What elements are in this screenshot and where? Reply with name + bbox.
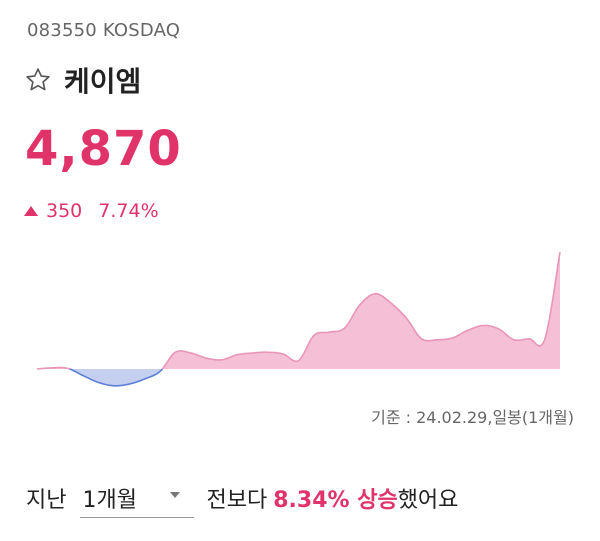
stock-name: 케이엠 <box>64 65 142 98</box>
price-change: 350 7.74% <box>24 200 159 222</box>
chart-line-up <box>36 366 70 370</box>
change-amount: 350 <box>46 200 83 222</box>
period-summary: 지난 1개월 전보다 8.34% 상승 했어요 <box>26 478 458 518</box>
title-row: 케이엠 <box>24 60 141 100</box>
chart-line-up <box>161 251 561 370</box>
summary-highlight: 8.34% 상승 <box>273 488 398 513</box>
change-percent: 7.74% <box>98 200 159 222</box>
star-icon[interactable] <box>24 66 52 94</box>
chart-area-down <box>69 369 163 386</box>
current-price: 4,870 <box>25 121 182 177</box>
ticker-code: 083550 <box>27 20 97 41</box>
chart-line-down <box>69 368 163 387</box>
period-select[interactable]: 1개월 <box>80 478 195 518</box>
period-value: 1개월 <box>82 487 137 513</box>
market-name: KOSDAQ <box>102 20 181 41</box>
summary-middle: 전보다 <box>206 488 268 513</box>
price-chart <box>0 238 600 388</box>
caret-down-icon <box>170 492 181 498</box>
ticker-line: 083550 KOSDAQ <box>27 20 180 41</box>
chart-basis-note: 기준 : 24.02.29,일봉(1개월) <box>371 408 574 427</box>
chart-area-up <box>162 252 561 369</box>
summary-prefix: 지난 <box>26 488 67 513</box>
triangle-up-icon <box>24 206 38 216</box>
summary-suffix: 했어요 <box>397 488 459 513</box>
price-chart-svg <box>36 251 561 387</box>
